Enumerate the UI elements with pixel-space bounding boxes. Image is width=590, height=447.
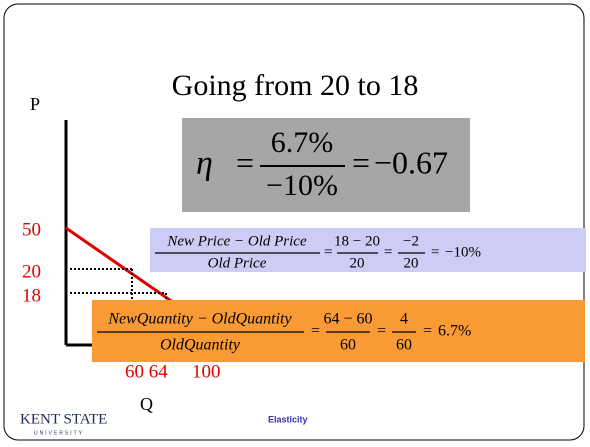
- fraction-numerator: 18 − 20: [334, 233, 380, 249]
- fraction-numerator: −2: [403, 233, 419, 249]
- price-change-result: −10%: [445, 244, 481, 260]
- equals-sign: =: [352, 144, 370, 180]
- x-tick-label: 60 64: [125, 361, 168, 382]
- equals-sign: =: [236, 144, 254, 180]
- fraction-numerator: 6.7%: [271, 126, 334, 159]
- eta-symbol: η: [196, 145, 213, 182]
- fraction-denominator: Old Price: [208, 255, 267, 271]
- logo-subtext: UNIVERSITY: [34, 430, 84, 436]
- y-tick-label: 20: [22, 261, 41, 282]
- fraction-numerator: 64 − 60: [323, 311, 372, 328]
- fraction-denominator: OldQuantity: [160, 337, 241, 354]
- fraction-denominator: 20: [404, 255, 419, 271]
- elasticity-result: −0.67: [374, 144, 448, 180]
- fraction-numerator: New Price − Old Price: [166, 233, 307, 249]
- equals-sign: =: [311, 323, 320, 340]
- fraction-denominator: −10%: [266, 169, 338, 202]
- fraction-numerator: 4: [400, 311, 408, 328]
- price-change-box: [150, 228, 586, 272]
- slide-title: Going from 20 to 18: [172, 69, 419, 102]
- x-axis-label: Q: [140, 394, 153, 414]
- y-tick-label: 50: [22, 219, 41, 240]
- y-axis-label: P: [30, 94, 40, 114]
- equals-sign: =: [324, 244, 332, 260]
- logo-text: KENT STATE: [20, 411, 107, 427]
- fraction-denominator: 20: [350, 255, 365, 271]
- equals-sign: =: [423, 323, 432, 340]
- quantity-change-box: [92, 300, 585, 362]
- fraction-numerator: NewQuantity − OldQuantity: [107, 311, 292, 328]
- x-tick-label: 100: [192, 361, 221, 382]
- equals-sign: =: [384, 244, 392, 260]
- demand-curve: [65, 226, 191, 316]
- equals-sign: =: [377, 323, 386, 340]
- fraction-denominator: 60: [340, 337, 356, 354]
- equals-sign: =: [431, 244, 439, 260]
- y-tick-label: 18: [22, 285, 41, 306]
- quantity-change-result: 6.7%: [438, 323, 471, 340]
- footer-label: Elasticity: [268, 414, 308, 424]
- fraction-denominator: 60: [396, 337, 412, 354]
